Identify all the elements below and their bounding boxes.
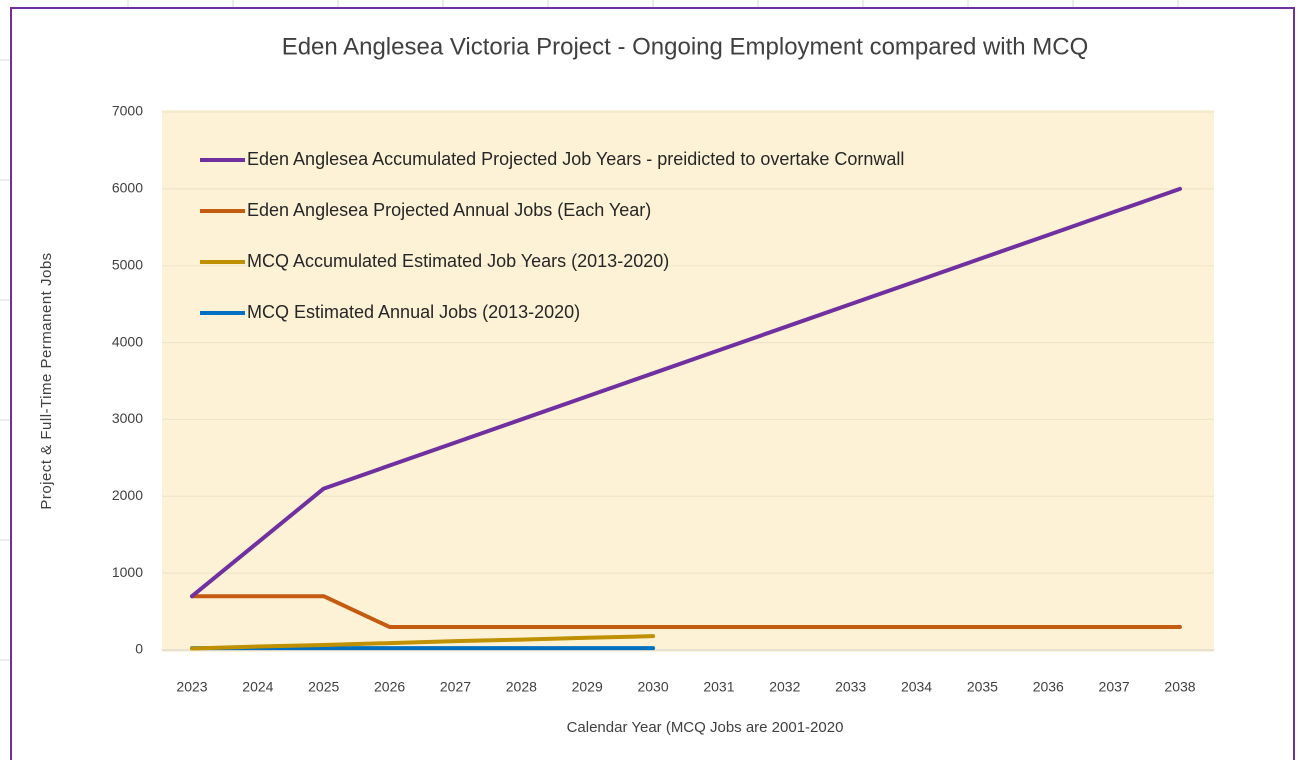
y-tick-label: 6000 — [112, 180, 143, 196]
plot-area — [162, 110, 1214, 652]
y-tick-label: 3000 — [112, 410, 143, 426]
x-axis-title: Calendar Year (MCQ Jobs are 2001-2020 — [567, 719, 844, 736]
y-tick-label: 4000 — [112, 333, 143, 349]
spreadsheet-grid — [0, 0, 1179, 661]
x-tick-label: 2034 — [901, 679, 932, 695]
x-tick-label: 2027 — [440, 679, 471, 695]
x-tick-label: 2024 — [242, 679, 273, 695]
chart-title: Eden Anglesea Victoria Project - Ongoing… — [282, 33, 1089, 60]
series-line — [190, 634, 656, 651]
series-line — [190, 594, 1182, 629]
x-tick-label: 2038 — [1164, 679, 1195, 695]
series-line — [190, 186, 1182, 599]
y-tick-label: 0 — [135, 641, 143, 657]
y-tick-label: 1000 — [112, 564, 143, 580]
legend-label: Eden Anglesea Accumulated Projected Job … — [247, 149, 904, 169]
legend-label: MCQ Accumulated Estimated Job Years (201… — [247, 251, 669, 271]
x-tick-label: 2029 — [572, 679, 603, 695]
y-axis-title: Project & Full-Time Permanent Jobs — [38, 252, 55, 509]
x-tick-label: 2023 — [176, 679, 207, 695]
x-tick-label: 2037 — [1099, 679, 1130, 695]
legend-label: Eden Anglesea Projected Annual Jobs (Eac… — [247, 200, 651, 220]
x-tick-label: 2028 — [506, 679, 537, 695]
y-tick-label: 7000 — [112, 103, 143, 119]
y-tick-label: 2000 — [112, 487, 143, 503]
x-tick-label: 2026 — [374, 679, 405, 695]
x-tick-label: 2033 — [835, 679, 866, 695]
x-tick-label: 2032 — [769, 679, 800, 695]
y-tick-label: 5000 — [112, 256, 143, 272]
x-tick-label: 2030 — [637, 679, 668, 695]
x-tick-label: 2031 — [703, 679, 734, 695]
x-tick-label: 2025 — [308, 679, 339, 695]
x-tick-label: 2036 — [1033, 679, 1064, 695]
legend-label: MCQ Estimated Annual Jobs (2013-2020) — [247, 302, 580, 322]
x-tick-label: 2035 — [967, 679, 998, 695]
